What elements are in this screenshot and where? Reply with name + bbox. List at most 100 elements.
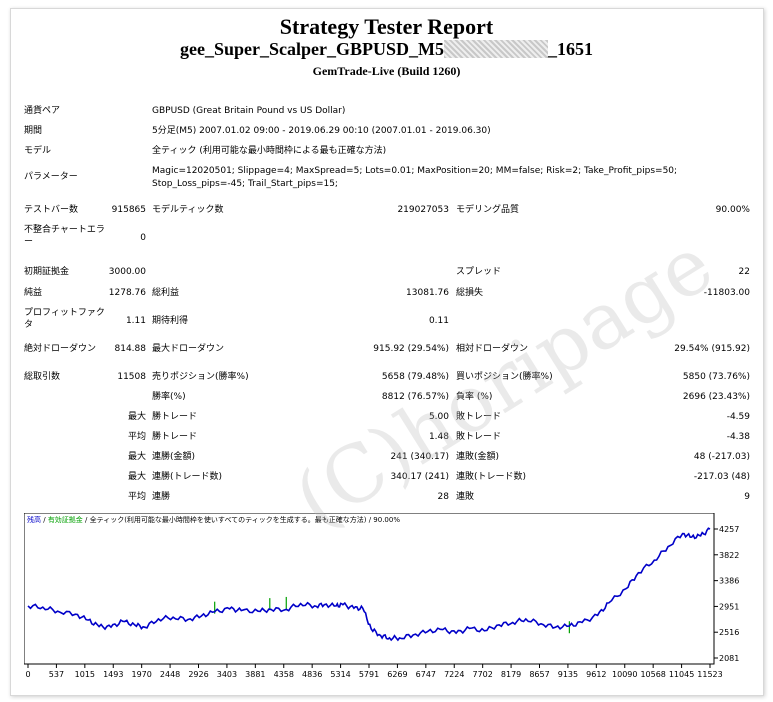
short-label: 売りポジション(勝率%) [152, 372, 249, 382]
x-tick-label: 11523 [697, 670, 722, 679]
consec-loss-amt-label: 連敗(金額) [456, 452, 500, 462]
avg-label-1: 平均 [127, 432, 146, 442]
x-tick-label: 1015 [75, 670, 95, 679]
x-tick-label: 2448 [160, 670, 180, 679]
x-tick-label: 3403 [217, 670, 237, 679]
spread-value: 22 [738, 267, 750, 277]
legend-rest: / 全ティック(利用可能な最小時間枠を使いすべてのティックを生成する。最も正確な… [83, 515, 401, 524]
rel-dd-value: 29.54% (915.92) [674, 344, 750, 354]
balance-chart-svg: 残高 / 有効証拠金 / 全ティック(利用可能な最小時間枠を使いすべてのティック… [23, 512, 739, 679]
avg-win-trade-label: 勝トレード [152, 432, 198, 442]
x-tick-label: 10090 [612, 670, 637, 679]
pf-label: プロフィットファクタ [24, 308, 105, 330]
quality-value: 90.00% [715, 205, 750, 215]
x-tick-label: 1970 [131, 670, 151, 679]
ticks-value: 219027053 [397, 205, 449, 215]
spread-label: スプレッド [456, 267, 502, 277]
bars-label: テストバー数 [24, 205, 79, 215]
x-tick-label: 7702 [472, 670, 492, 679]
x-tick-label: 5791 [359, 670, 379, 679]
mismatch-label: 不整合チャートエラー [24, 225, 105, 247]
gross-profit-label: 総利益 [152, 288, 180, 298]
x-tick-label: 10568 [640, 670, 665, 679]
avg-label-2: 平均 [127, 492, 146, 502]
consec-loss-cnt-value: -217.03 (48) [693, 472, 750, 482]
redacted-block [443, 40, 548, 58]
pair-value: GBPUSD (Great Britain Pound vs US Dollar… [152, 106, 346, 116]
x-tick-label: 537 [49, 670, 64, 679]
max-win-value: 5.00 [428, 412, 449, 422]
y-tick-label: 3822 [719, 551, 739, 560]
max-label-1: 最大 [127, 412, 146, 422]
x-tick-label: 2926 [188, 670, 208, 679]
legend-margin: 有効証拠金 [48, 515, 83, 524]
params-line-2: Stop_Loss_pips=-45; Trail_Start_pips=15; [152, 179, 338, 189]
avg-consec-win-label: 連勝 [152, 492, 171, 502]
plot-area [23, 512, 715, 665]
loss-pct-label: 負率 (%) [456, 392, 493, 402]
loss-trade-label: 敗トレード [456, 412, 502, 422]
x-tick-label: 6269 [387, 670, 407, 679]
y-tick-label: 2081 [719, 654, 739, 663]
x-tick-label: 6747 [416, 670, 436, 679]
x-tick-label: 9612 [586, 670, 606, 679]
y-tick-label: 2516 [719, 628, 739, 637]
chart-legend: 残高 / 有効証拠金 / 全ティック(利用可能な最小時間枠を使いすべてのティック… [27, 515, 400, 524]
pf-value: 1.11 [125, 316, 146, 326]
max-dd-label: 最大ドローダウン [152, 344, 225, 354]
bars-value: 915865 [111, 205, 146, 215]
avg-consec-loss-value: 9 [744, 492, 750, 502]
long-value: 5850 (73.76%) [682, 372, 750, 382]
deposit-label: 初期証拠金 [24, 267, 70, 277]
consec-win-amt-label: 連勝(金額) [152, 452, 196, 462]
x-tick-label: 4358 [274, 670, 294, 679]
win-pct-label: 勝率(%) [152, 392, 186, 402]
build-info: GemTrade-Live (Build 1260) [312, 64, 461, 78]
long-label: 買いポジション(勝率%) [456, 372, 553, 382]
expected-label: 期待利得 [152, 316, 189, 326]
period-label: 期間 [24, 126, 43, 136]
total-trades-value: 11508 [117, 372, 146, 382]
x-tick-label: 7224 [444, 670, 464, 679]
gross-loss-value: -11803.00 [703, 288, 750, 298]
x-tick-label: 4836 [302, 670, 322, 679]
short-value: 5658 (79.48%) [381, 372, 449, 382]
abs-dd-value: 814.88 [114, 344, 147, 354]
model-value: 全ティック (利用可能な最小時間枠による最も正確な方法) [152, 146, 387, 156]
win-pct-value: 8812 (76.57%) [381, 392, 449, 402]
ea-name-suffix: _1651 [547, 39, 593, 59]
gross-profit-value: 13081.76 [406, 288, 449, 298]
rel-dd-label: 相対ドローダウン [456, 344, 529, 354]
consec-win-cnt-label: 連勝(トレード数) [152, 472, 223, 482]
x-tick-label: 5314 [330, 670, 350, 679]
win-trade-label: 勝トレード [152, 412, 198, 422]
ea-name-prefix: gee_Super_Scalper_GBPUSD_M5 [180, 39, 444, 59]
ea-name: gee_Super_Scalper_GBPUSD_M5 _1651 [0, 39, 773, 60]
x-axis-ticks: 0 537 1015 1493 1970 2448 2926 3403 3881 4358 4836… [25, 664, 723, 679]
max-loss-value: -4.59 [726, 412, 750, 422]
balance-line [27, 527, 711, 642]
avg-win-value: 1.48 [428, 432, 449, 442]
net-value: 1278.76 [108, 288, 146, 298]
x-tick-label: 0 [25, 670, 30, 679]
quality-label: モデリング品質 [456, 205, 520, 215]
legend-balance: 残高 [27, 515, 41, 524]
net-label: 純益 [24, 288, 43, 298]
model-label: モデル [24, 146, 52, 156]
x-tick-label: 8179 [501, 670, 521, 679]
params-label: パラメーター [24, 172, 78, 182]
avg-consec-loss-label: 連敗 [456, 492, 475, 502]
max-label-3: 最大 [127, 472, 146, 482]
x-tick-label: 1493 [103, 670, 123, 679]
consec-win-amt-value: 241 (340.17) [390, 452, 449, 462]
x-tick-label: 11045 [669, 670, 694, 679]
y-tick-label: 3386 [719, 577, 739, 586]
period-value: 5分足(M5) 2007.01.02 09:00 - 2019.06.29 00… [152, 126, 491, 136]
margin-marks [214, 596, 570, 634]
x-tick-label: 3881 [245, 670, 265, 679]
abs-dd-label: 絶対ドローダウン [24, 344, 97, 354]
pair-label: 通貨ペア [24, 106, 61, 116]
y-axis-ticks: 4257 3822 3386 2951 2516 2081 [714, 525, 739, 663]
consec-win-cnt-value: 340.17 (241) [390, 472, 449, 482]
ticks-label: モデルティック数 [152, 205, 224, 215]
